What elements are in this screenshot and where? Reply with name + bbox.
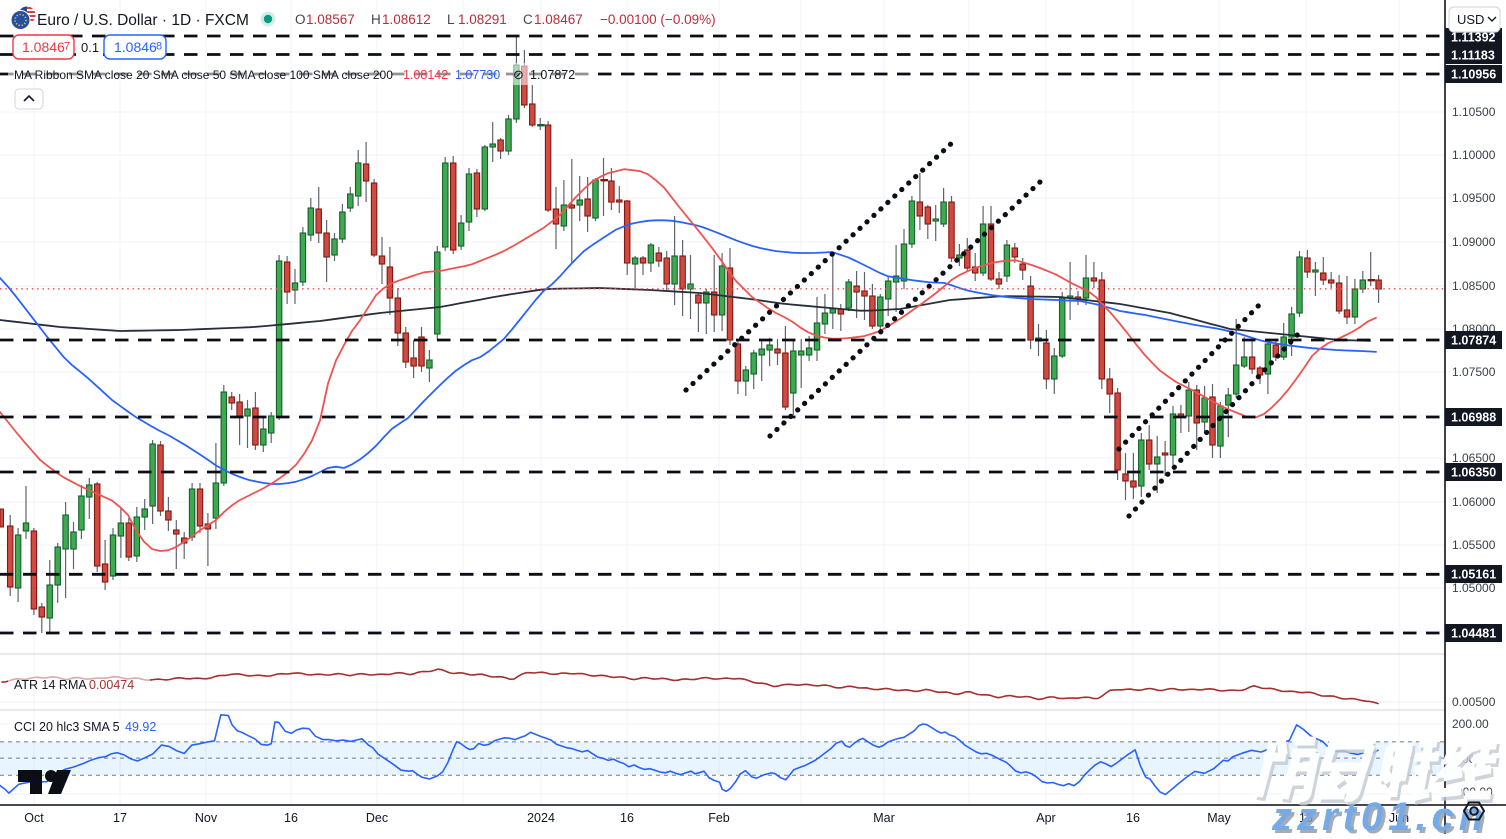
svg-text:USD: USD [1457,12,1484,27]
svg-text:CCI 20 hlc3 SMA 5: CCI 20 hlc3 SMA 5 [14,720,120,734]
svg-text:Dec: Dec [366,811,388,825]
svg-text:Apr: Apr [1036,811,1055,825]
svg-text:1.06350: 1.06350 [1451,466,1496,480]
svg-text:1.10956: 1.10956 [1451,68,1496,82]
svg-text:1.07730: 1.07730 [455,68,500,82]
svg-text:1.08612: 1.08612 [382,12,431,27]
svg-text:C: C [523,12,533,27]
svg-text:17: 17 [113,811,127,825]
svg-text:0.00500: 0.00500 [1452,695,1496,709]
svg-text:O: O [295,12,306,27]
svg-text:1.11392: 1.11392 [1451,31,1496,45]
svg-text:1.0846: 1.0846 [22,39,65,55]
svg-text:1.04481: 1.04481 [1451,627,1496,641]
svg-text:1.06988: 1.06988 [1451,411,1496,425]
svg-text:49.92: 49.92 [125,720,156,734]
svg-text:1.05000: 1.05000 [1452,581,1496,595]
svg-text:1.10000: 1.10000 [1452,148,1496,162]
svg-text:zzrt01.cn: zzrt01.cn [1274,798,1491,834]
svg-text:1.09000: 1.09000 [1452,235,1496,249]
svg-text:Feb: Feb [708,811,730,825]
svg-text:1.07874: 1.07874 [1451,334,1496,348]
svg-text:1.08142: 1.08142 [403,68,448,82]
svg-text:Jun: Jun [1389,811,1409,825]
svg-text:May: May [1207,811,1231,825]
svg-text:1.06500: 1.06500 [1452,451,1496,465]
svg-text:1.07500: 1.07500 [1452,365,1496,379]
svg-text:ATR 14 RMA: ATR 14 RMA [14,678,87,692]
svg-text:1.06000: 1.06000 [1452,495,1496,509]
svg-text:16: 16 [1299,811,1313,825]
svg-text:L: L [447,12,455,27]
svg-text:16: 16 [1126,811,1140,825]
svg-text:1.08291: 1.08291 [458,12,507,27]
svg-text:1.08500: 1.08500 [1452,279,1496,293]
svg-text:1.05500: 1.05500 [1452,538,1496,552]
svg-text:1.10500: 1.10500 [1452,105,1496,119]
svg-text:H: H [371,12,381,27]
svg-text:Nov: Nov [195,811,218,825]
svg-text:1.11183: 1.11183 [1451,49,1495,63]
svg-text:MA Ribbon SMA close 20 SMA clo: MA Ribbon SMA close 20 SMA close 50 SMA … [14,68,393,82]
svg-text:zzrt01.cn: zzrt01.cn [1271,795,1488,834]
svg-text:−0.00100 (−0.09%): −0.00100 (−0.09%) [600,12,716,27]
svg-text:8: 8 [156,41,162,53]
svg-text:1.08467: 1.08467 [534,12,583,27]
svg-text:⊘: ⊘ [513,67,524,82]
svg-text:200.00: 200.00 [1452,717,1489,731]
svg-text:0.00474: 0.00474 [89,678,134,692]
svg-text:1.08567: 1.08567 [306,12,355,27]
svg-text:16: 16 [620,811,634,825]
svg-text:16: 16 [284,811,298,825]
svg-text:1.09500: 1.09500 [1452,191,1496,205]
svg-text:Mar: Mar [873,811,895,825]
svg-text:7: 7 [64,41,70,53]
svg-text:1.07872: 1.07872 [530,68,575,82]
svg-text:1.05161: 1.05161 [1451,568,1496,582]
svg-text:2024: 2024 [527,811,555,825]
svg-text:0.1: 0.1 [81,40,99,55]
svg-text:1.0846: 1.0846 [114,39,157,55]
svg-text:Oct: Oct [24,811,44,825]
svg-text:Euro / U.S. Dollar · 1D · FXCM: Euro / U.S. Dollar · 1D · FXCM [37,12,249,29]
